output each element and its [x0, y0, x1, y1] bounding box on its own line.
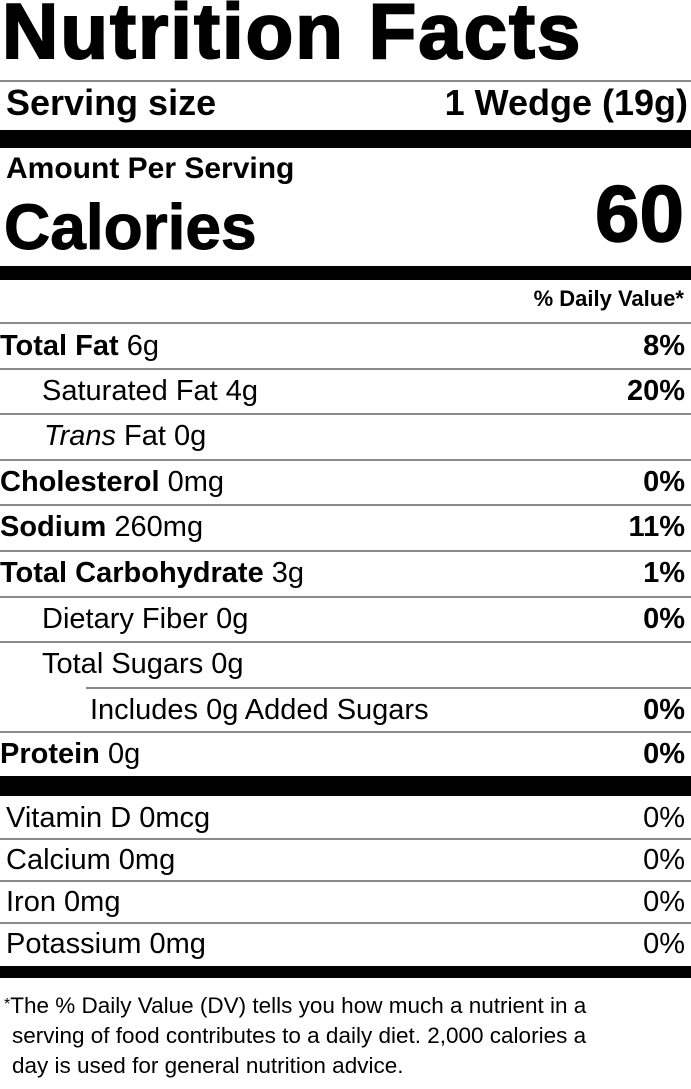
- thick-divider: [0, 266, 691, 280]
- amount-per-serving: Amount Per Serving: [6, 152, 295, 185]
- nutrient-name: Fat: [124, 419, 166, 452]
- nutrient-dv: 0%: [643, 465, 685, 498]
- nutrient-name-italic: Trans: [44, 419, 116, 452]
- nutrient-amount: 3g: [271, 556, 305, 589]
- serving-size-value: 1 Wedge (19g): [444, 82, 688, 123]
- vitamin-row-vitamin-d: Vitamin D 0mcg 0%: [0, 797, 691, 839]
- nutrient-dv: 20%: [626, 374, 685, 407]
- footnote-line: day is used for general nutrition advice…: [12, 1053, 404, 1078]
- nutrient-name: Total Fat: [0, 329, 119, 362]
- thick-divider: [0, 966, 691, 978]
- nutrient-name: Cholesterol: [0, 465, 160, 498]
- nutrient-name: Includes 0g Added Sugars: [90, 693, 429, 726]
- nutrient-row-total-carbohydrate: Total Carbohydrate 3g 1%: [0, 551, 691, 595]
- label-title: Nutrition Facts: [1, 0, 583, 76]
- nutrient-name: Protein: [0, 737, 100, 770]
- nutrient-name: Total Carbohydrate: [0, 556, 264, 589]
- nutrient-row-total-fat: Total Fat 6g 8%: [0, 324, 691, 368]
- divider: [0, 596, 691, 598]
- nutrient-amount: 0g: [211, 647, 244, 680]
- divider: [0, 641, 691, 643]
- vitamin-name: Vitamin D 0mcg: [6, 801, 211, 834]
- nutrient-row-saturated-fat: Saturated Fat 4g 20%: [0, 369, 691, 413]
- daily-value-header: % Daily Value*: [533, 286, 684, 311]
- divider: [86, 687, 691, 689]
- nutrient-row-trans-fat: Trans Fat 0g: [0, 414, 691, 458]
- nutrient-name: Dietary Fiber: [42, 602, 208, 635]
- nutrient-row-protein: Protein 0g 0%: [0, 732, 691, 776]
- nutrient-row-dietary-fiber: Dietary Fiber 0g 0%: [0, 597, 691, 641]
- nutrient-dv: 11%: [628, 510, 685, 543]
- thick-divider: [0, 130, 691, 148]
- nutrient-name: Saturated Fat: [42, 374, 218, 407]
- calories-value: 60: [594, 168, 684, 259]
- vitamin-dv: 0%: [643, 843, 685, 876]
- vitamin-dv: 0%: [643, 801, 685, 834]
- nutrient-name: Total Sugars: [42, 647, 204, 680]
- nutrient-row-total-sugars: Total Sugars 0g: [0, 642, 691, 686]
- nutrient-name: Sodium: [0, 510, 107, 543]
- serving-size-label: Serving size: [6, 82, 217, 123]
- vitamin-name: Iron 0mg: [6, 885, 121, 918]
- divider: [0, 504, 691, 506]
- nutrient-row-cholesterol: Cholesterol 0mg 0%: [0, 460, 691, 504]
- divider: [0, 459, 691, 461]
- nutrient-dv: 0%: [643, 602, 685, 635]
- footnote: *The % Daily Value (DV) tells you how mu…: [4, 990, 684, 1081]
- vitamin-name: Calcium 0mg: [6, 843, 176, 876]
- nutrient-amount: 0mg: [167, 465, 225, 498]
- nutrient-amount: 260mg: [114, 510, 204, 543]
- serving-size-row: Serving size 1 Wedge (19g): [0, 80, 691, 126]
- nutrient-amount: 0g: [174, 419, 207, 452]
- nutrient-dv: 0%: [643, 737, 685, 770]
- vitamin-name: Potassium 0mg: [6, 927, 206, 960]
- divider: [0, 880, 691, 882]
- divider: [0, 322, 691, 324]
- divider: [0, 922, 691, 924]
- nutrient-dv: 1%: [643, 556, 685, 589]
- divider: [0, 80, 691, 82]
- nutrient-amount: 4g: [225, 374, 259, 407]
- divider: [0, 550, 691, 552]
- vitamin-row-potassium: Potassium 0mg 0%: [0, 923, 691, 965]
- nutrient-amount: 0g: [107, 737, 141, 770]
- nutrient-amount: 0g: [216, 602, 249, 635]
- vitamin-row-iron: Iron 0mg 0%: [0, 881, 691, 923]
- vitamin-dv: 0%: [643, 927, 685, 960]
- thick-divider: [0, 776, 691, 796]
- nutrient-row-added-sugars: Includes 0g Added Sugars 0%: [0, 688, 691, 732]
- divider: [0, 413, 691, 415]
- footnote-line: The % Daily Value (DV) tells you how muc…: [10, 993, 587, 1018]
- divider: [0, 731, 691, 733]
- calories-label: Calories: [4, 191, 258, 264]
- nutrient-dv: 8%: [643, 329, 685, 362]
- footnote-line: serving of food contributes to a daily d…: [12, 1023, 587, 1048]
- nutrient-dv: 0%: [643, 693, 685, 726]
- divider: [0, 368, 691, 370]
- divider: [0, 838, 691, 840]
- vitamin-row-calcium: Calcium 0mg 0%: [0, 839, 691, 881]
- nutrient-row-sodium: Sodium 260mg 11%: [0, 505, 691, 549]
- vitamin-dv: 0%: [643, 885, 685, 918]
- nutrient-amount: 6g: [126, 329, 160, 362]
- footnote-star: *: [4, 996, 11, 1013]
